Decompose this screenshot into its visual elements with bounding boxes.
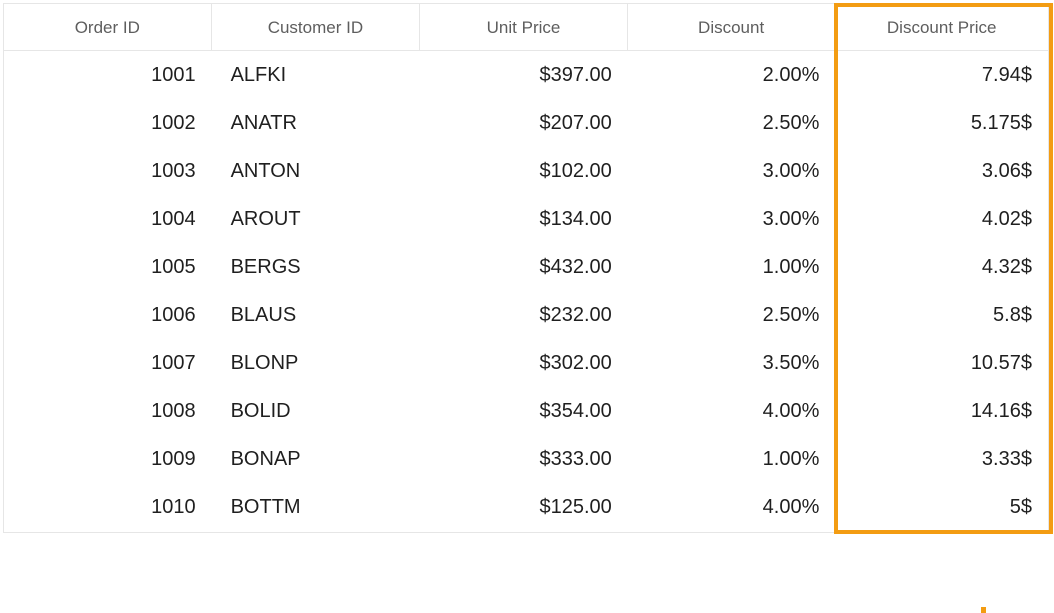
column-header-discount[interactable]: Discount xyxy=(628,4,836,50)
cell-order-id: 1002 xyxy=(151,112,196,134)
cell-customer-id: ANTON xyxy=(230,160,301,182)
cell-order-id: 1005 xyxy=(151,256,196,278)
cell-discount: 3.00% xyxy=(762,160,820,182)
cell-discount-price: 14.16$ xyxy=(970,400,1032,422)
cell-order-id: 1004 xyxy=(151,208,196,230)
cell-discount-price: 3.06$ xyxy=(981,160,1032,182)
cell-discount-price: 7.94$ xyxy=(981,64,1032,86)
cell-customer-id: BLONP xyxy=(230,352,299,374)
cell-discount-price: 5.175$ xyxy=(970,112,1032,134)
cell-order-id: 1001 xyxy=(151,64,196,86)
column-header-discount-price[interactable]: Discount Price xyxy=(886,18,997,37)
table-row[interactable]: 1001 ALFKI $397.00 2.00% 7.94$ xyxy=(4,51,1048,99)
cell-discount: 1.00% xyxy=(762,256,820,278)
cell-discount-price: 5.8$ xyxy=(993,304,1032,326)
cell-discount-price: 10.57$ xyxy=(970,352,1032,374)
cell-discount: 2.50% xyxy=(762,304,820,326)
cell-unit-price: $125.00 xyxy=(539,496,612,518)
grid-header-row: Order ID Customer ID Unit Price Discount… xyxy=(4,4,1048,51)
table-row[interactable]: 1006 BLAUS $232.00 2.50% 5.8$ xyxy=(4,291,1048,339)
table-row[interactable]: 1009 BONAP $333.00 1.00% 3.33$ xyxy=(4,435,1048,483)
cell-customer-id: AROUT xyxy=(230,208,301,230)
cell-order-id: 1007 xyxy=(151,352,196,374)
cell-unit-price: $134.00 xyxy=(539,208,612,230)
table-row[interactable]: 1005 BERGS $432.00 1.00% 4.32$ xyxy=(4,243,1048,291)
table-row[interactable]: 1007 BLONP $302.00 3.50% 10.57$ xyxy=(4,339,1048,387)
cell-discount: 2.00% xyxy=(762,64,820,86)
cell-discount: 4.00% xyxy=(762,400,820,422)
cell-unit-price: $207.00 xyxy=(539,112,612,134)
cell-customer-id: BOLID xyxy=(230,400,291,422)
cell-customer-id: BONAP xyxy=(230,448,301,470)
cell-discount: 3.50% xyxy=(762,352,820,374)
cell-order-id: 1008 xyxy=(151,400,196,422)
cell-customer-id: BOTTM xyxy=(230,496,301,518)
orange-mark xyxy=(981,607,986,613)
cell-order-id: 1003 xyxy=(151,160,196,182)
cell-unit-price: $397.00 xyxy=(539,64,612,86)
cell-discount-price: 4.32$ xyxy=(981,256,1032,278)
cell-discount-price: 4.02$ xyxy=(981,208,1032,230)
cell-order-id: 1006 xyxy=(151,304,196,326)
column-header-order-id[interactable]: Order ID xyxy=(4,4,212,50)
table-row[interactable]: 1004 AROUT $134.00 3.00% 4.02$ xyxy=(4,195,1048,243)
cell-discount: 1.00% xyxy=(762,448,820,470)
cell-unit-price: $302.00 xyxy=(539,352,612,374)
table-row[interactable]: 1002 ANATR $207.00 2.50% 5.175$ xyxy=(4,99,1048,147)
cell-unit-price: $102.00 xyxy=(539,160,612,182)
cell-customer-id: ALFKI xyxy=(230,64,287,86)
table-row[interactable]: 1010 BOTTM $125.00 4.00% 5$ xyxy=(4,483,1048,531)
cell-unit-price: $432.00 xyxy=(539,256,612,278)
cell-discount: 4.00% xyxy=(762,496,820,518)
cell-customer-id: ANATR xyxy=(230,112,297,134)
table-row[interactable]: 1008 BOLID $354.00 4.00% 14.16$ xyxy=(4,387,1048,435)
cell-discount: 3.00% xyxy=(762,208,820,230)
data-grid: Order ID Customer ID Unit Price Discount… xyxy=(3,3,1049,533)
cell-discount-price: 3.33$ xyxy=(981,448,1032,470)
cell-discount: 2.50% xyxy=(762,112,820,134)
column-header-customer-id[interactable]: Customer ID xyxy=(212,4,421,50)
table-row[interactable]: 1003 ANTON $102.00 3.00% 3.06$ xyxy=(4,147,1048,195)
cell-order-id: 1010 xyxy=(151,496,196,518)
cell-unit-price: $232.00 xyxy=(539,304,612,326)
cell-unit-price: $354.00 xyxy=(539,400,612,422)
cell-unit-price: $333.00 xyxy=(539,448,612,470)
column-header-unit-price[interactable]: Unit Price xyxy=(420,4,628,50)
cell-discount-price: 5$ xyxy=(1009,496,1032,518)
cell-order-id: 1009 xyxy=(151,448,196,470)
cell-customer-id: BERGS xyxy=(230,256,301,278)
cell-customer-id: BLAUS xyxy=(230,304,297,326)
